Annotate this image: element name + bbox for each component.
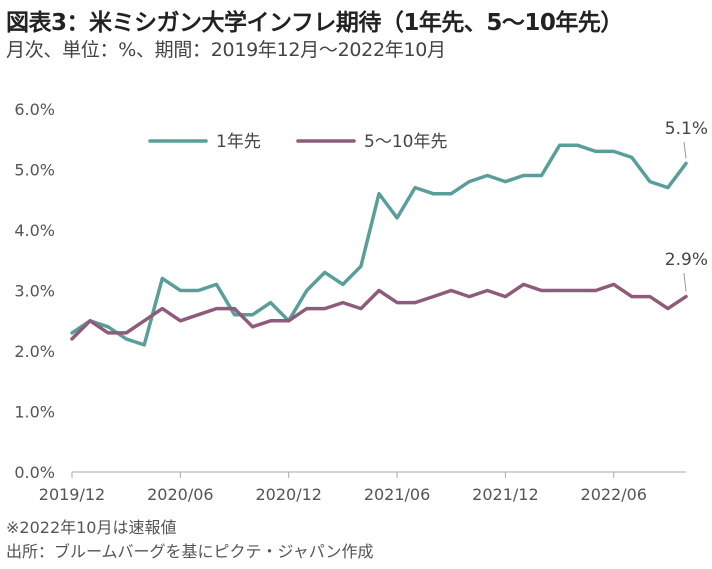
- end-label-5-10y: 2.9%: [665, 250, 708, 270]
- end-labels: 5.1% 2.9%: [665, 119, 708, 292]
- chart-subtitle: 月次、単位：%、期間：2019年12月～2022年10月: [6, 39, 446, 61]
- y-tick-label: 2.0%: [14, 342, 55, 361]
- chart-title: 図表3：米ミシガン大学インフレ期待（1年先、5～10年先）: [6, 10, 623, 36]
- series-line-5-10y: [70, 282, 688, 341]
- x-axis: 2019/12 2020/06 2020/12 2021/06 2021/12 2022/…: [39, 471, 686, 504]
- y-axis-ticks: 0.0% 1.0% 2.0% 3.0% 4.0% 5.0% 6.0%: [14, 100, 55, 482]
- note-source: 出所：ブルームバーグを基にピクテ・ジャパン作成: [6, 542, 374, 561]
- x-tick-label: 2020/06: [147, 485, 213, 504]
- note-preliminary: ※2022年10月は速報値: [6, 518, 177, 537]
- end-label-1y: 5.1%: [665, 119, 708, 139]
- series-lines: [70, 143, 688, 347]
- legend: 1年先 5～10年先: [148, 132, 447, 152]
- y-tick-label: 6.0%: [14, 100, 55, 119]
- x-tick-label: 2022/06: [581, 485, 647, 504]
- legend-label: 1年先: [216, 132, 261, 152]
- legend-label: 5～10年先: [364, 132, 447, 152]
- y-tick-label: 1.0%: [14, 403, 55, 422]
- x-tick-label: 2019/12: [39, 485, 105, 504]
- end-label-leader: [683, 141, 687, 159]
- y-tick-label: 3.0%: [14, 282, 55, 301]
- end-label-leader: [683, 272, 687, 292]
- chart-notes: ※2022年10月は速報値 出所：ブルームバーグを基にピクテ・ジャパン作成: [6, 516, 374, 564]
- y-tick-label: 0.0%: [14, 463, 55, 482]
- series-line-1y: [70, 143, 688, 347]
- x-tick-label: 2021/12: [472, 485, 538, 504]
- y-tick-label: 5.0%: [14, 161, 55, 180]
- y-tick-label: 4.0%: [14, 221, 55, 240]
- x-tick-label: 2021/06: [364, 485, 430, 504]
- x-tick-label: 2020/12: [255, 485, 321, 504]
